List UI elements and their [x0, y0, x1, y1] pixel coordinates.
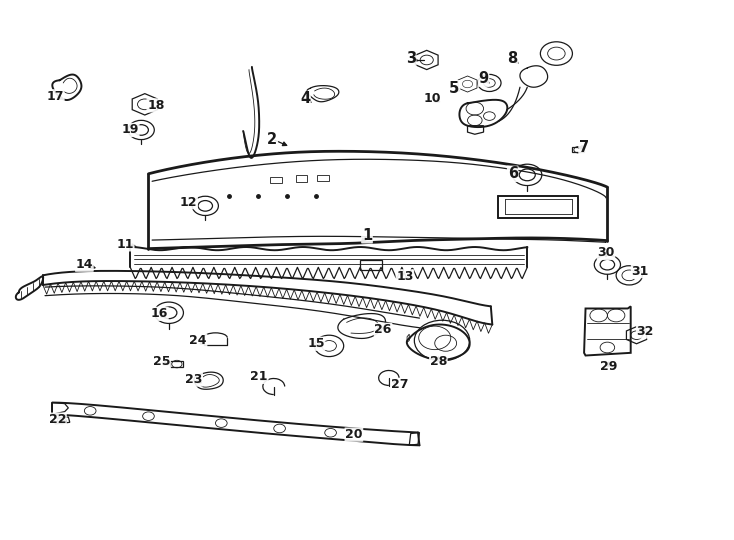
Text: 32: 32 — [636, 325, 654, 338]
Text: 28: 28 — [429, 355, 447, 368]
Text: 8: 8 — [508, 51, 517, 66]
Text: 9: 9 — [479, 71, 489, 86]
Text: 24: 24 — [189, 334, 207, 347]
Text: 29: 29 — [600, 360, 617, 373]
Text: 23: 23 — [185, 373, 203, 386]
Text: 31: 31 — [631, 265, 649, 278]
Text: 14: 14 — [76, 258, 93, 271]
Text: 7: 7 — [579, 139, 589, 154]
Text: 10: 10 — [424, 92, 441, 105]
Text: 19: 19 — [122, 124, 139, 137]
Text: 17: 17 — [46, 90, 64, 103]
Text: 5: 5 — [449, 81, 459, 96]
Text: 1: 1 — [362, 228, 372, 243]
Text: 30: 30 — [597, 246, 614, 259]
Text: 15: 15 — [308, 338, 324, 350]
Text: 20: 20 — [345, 428, 363, 441]
Text: 18: 18 — [147, 99, 164, 112]
Text: 13: 13 — [396, 270, 413, 283]
Text: 3: 3 — [406, 51, 415, 66]
Text: 11: 11 — [117, 238, 134, 251]
Text: 4: 4 — [300, 91, 310, 106]
Text: 22: 22 — [48, 413, 66, 426]
Text: 25: 25 — [153, 355, 170, 368]
Text: 21: 21 — [250, 370, 268, 383]
Text: 6: 6 — [508, 166, 517, 181]
Text: 12: 12 — [180, 195, 197, 208]
Text: 26: 26 — [374, 323, 392, 336]
Text: 16: 16 — [150, 307, 168, 320]
Text: 2: 2 — [267, 132, 277, 146]
Text: 27: 27 — [391, 379, 409, 392]
